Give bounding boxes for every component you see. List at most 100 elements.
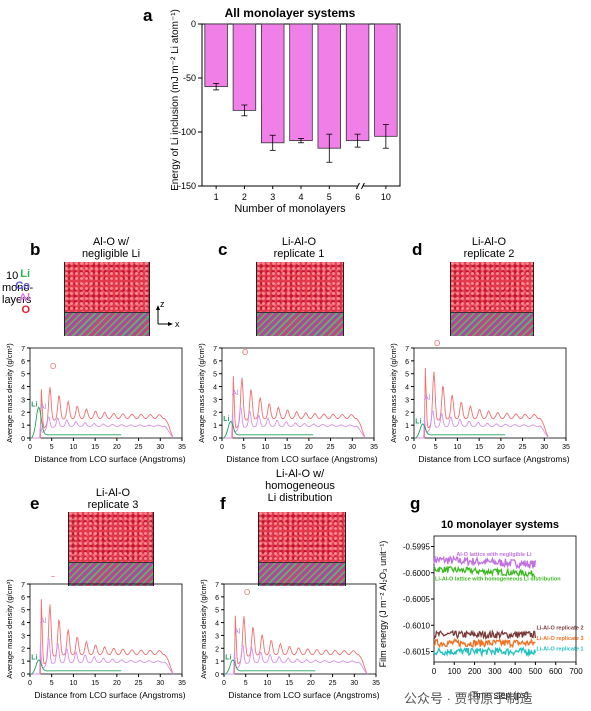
structure-d [450, 262, 534, 336]
density-curve-o [414, 367, 550, 439]
film-atoms [451, 262, 533, 313]
axis-x-label: x [175, 319, 180, 328]
density-curve-li [30, 406, 122, 439]
caption-line: Li-Al-O w/ [275, 468, 325, 480]
x-tick-label: 20 [113, 680, 121, 687]
x-tick-label: 5 [50, 680, 54, 687]
y-tick-label: -50 [183, 73, 196, 83]
x-tick-label: 35 [562, 444, 570, 451]
caption-e: Li-Al-O replicate 3 [68, 487, 158, 511]
caption-line: replicate 3 [87, 499, 139, 511]
series-label: Li-Al-O replicate 2 [536, 625, 583, 631]
panel-letter-f: f [220, 494, 226, 513]
x-tick-label: 1 [214, 192, 219, 202]
x-tick-label: 25 [135, 444, 143, 451]
x-tick-label: 0 [412, 444, 416, 451]
lco-substrate [451, 312, 533, 336]
watermark-text: 公众号 · 贾特原子制造 [404, 691, 533, 706]
y-tick-label: 5 [405, 372, 409, 379]
y-tick-label: 7 [405, 346, 409, 353]
y-tick-label: 7 [213, 346, 217, 353]
x-tick-label: 0 [28, 444, 32, 451]
y-tick-label: 7 [21, 346, 25, 353]
caption-f: Li-Al-O w/ homogeneous Li distribution [252, 468, 348, 504]
y-tick-label: 6 [21, 359, 25, 366]
series-line [433, 565, 536, 578]
x-tick-label: 10 [262, 444, 270, 451]
density-plot-f: 0 1 2 3 4 5 6 7 0 5 10 15 20 25 30 35 Average mass densi… [199, 579, 380, 700]
density-plot-b: 0 1 2 3 4 5 6 7 0 5 10 15 20 25 30 35 Average mass densi… [5, 343, 186, 464]
lco-substrate [257, 312, 343, 336]
x-tick-label: 15 [285, 680, 293, 687]
y-tick-label: 1 [213, 423, 217, 430]
y-tick-label: 7 [215, 582, 219, 589]
x-tick-label: 0 [222, 680, 226, 687]
density-curve-li [222, 420, 314, 439]
y-tick-label: 1 [405, 423, 409, 430]
lco-substrate [69, 562, 153, 586]
label-o: O [50, 362, 56, 371]
chart-g-xlabel: Time step (ps) [471, 690, 528, 700]
y-tick-label: 6 [21, 595, 25, 602]
lco-substrate [259, 562, 345, 586]
y-tick-label: 5 [21, 372, 25, 379]
label-li: Li [31, 402, 37, 409]
plot-frame [29, 583, 183, 675]
density-curve-o [222, 376, 366, 439]
series-label: Li-Al-O replicate 1 [536, 646, 583, 652]
label-li: Li [415, 418, 421, 425]
caption-d: Li-Al-O replicate 2 [444, 236, 534, 260]
density-xlabel: Distance from LCO surface (Angstroms) [34, 690, 185, 700]
density-curve-o [30, 386, 174, 439]
structure-f [258, 512, 346, 586]
panel-letter-b: b [30, 240, 41, 259]
label-o: O [242, 348, 248, 357]
x-tick-label: 500 [529, 667, 543, 676]
y-tick-label: -0.6005 [403, 595, 431, 604]
density-curve-al [30, 416, 174, 439]
density-xlabel: Distance from LCO surface (Angstroms) [228, 690, 379, 700]
x-tick-label: 6 [355, 192, 360, 202]
label-o: O [50, 576, 56, 579]
panel-letter-c: c [218, 240, 228, 259]
density-ylabel: Average mass density (g/cm³) [199, 579, 208, 679]
x-tick-label: 5 [242, 444, 246, 451]
density-curve-al [30, 637, 174, 675]
x-tick-label: 10 [70, 680, 78, 687]
axis-break-mark [360, 182, 365, 190]
x-tick-label: 30 [156, 444, 164, 451]
plot-frame [223, 583, 377, 675]
axis-break-mark [355, 182, 360, 190]
caption-line: Li-Al-O [95, 487, 131, 499]
series-line [433, 646, 537, 658]
layers-label-line: mono- [2, 282, 34, 294]
density-ylabel: Average mass density (g/cm³) [197, 343, 206, 443]
x-tick-label: 25 [135, 680, 143, 687]
density-curve-al [224, 644, 368, 675]
film-atoms [69, 512, 153, 563]
x-tick-label: 5 [327, 192, 332, 202]
chart-a-xlabel: Number of monolayers [234, 203, 346, 215]
y-tick-label: 1 [21, 659, 25, 666]
plot-frame [221, 347, 375, 439]
y-tick-label: 4 [21, 385, 25, 392]
chart-a-ylabel: Energy of Li inclusion (mJ m⁻² Li atom⁻¹… [170, 9, 181, 191]
lco-substrate [65, 312, 149, 336]
density-ylabel: Average mass density (g/cm³) [5, 579, 14, 679]
y-tick-label: 0 [191, 19, 196, 29]
layers-label-line: layers [2, 294, 32, 306]
caption-line: Li distribution [267, 492, 333, 504]
y-tick-label: 6 [405, 359, 409, 366]
x-tick-label: 200 [468, 667, 482, 676]
x-tick-label: 20 [305, 444, 313, 451]
y-tick-label: 1 [21, 423, 25, 430]
x-tick-label: 2 [242, 192, 247, 202]
series-label: Al-O lattice with negligible Li [456, 552, 532, 558]
density-curve-o [30, 599, 174, 675]
x-tick-label: 20 [113, 444, 121, 451]
chart-a-title: All monolayer systems [225, 6, 356, 20]
bar [261, 23, 285, 144]
label-al: Al [234, 628, 241, 635]
x-tick-label: 20 [497, 444, 505, 451]
y-tick-label: 6 [215, 595, 219, 602]
